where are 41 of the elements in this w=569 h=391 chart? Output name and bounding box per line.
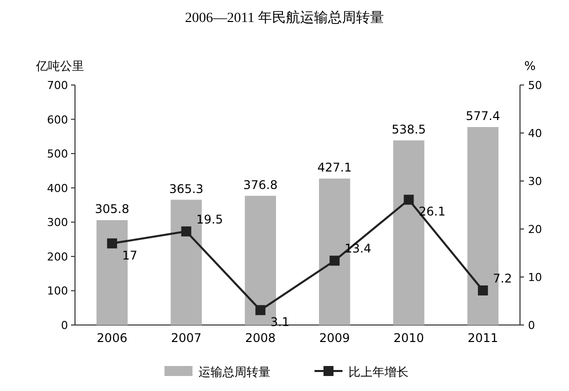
x-tick-label: 2009: [319, 331, 350, 345]
y-axis-title: 亿吨公里: [35, 59, 84, 73]
y-tick-label: 500: [47, 148, 68, 161]
point: [330, 256, 340, 266]
data-label: 19.5: [196, 212, 223, 226]
data-label: 26.1: [418, 204, 446, 219]
y2-tick-label: 50: [528, 79, 542, 92]
y-tick-label: 200: [47, 250, 68, 264]
data-label: 7.2: [492, 271, 512, 286]
data-label: 427.1: [317, 160, 352, 175]
x-tick-label: 2008: [245, 331, 276, 345]
chart-title: 2006—2011 年民航运输总周转量: [185, 10, 384, 26]
y2-tick-label: 20: [528, 223, 542, 236]
x-tick-label: 2006: [96, 331, 128, 345]
y-tick-label: 700: [47, 79, 68, 92]
legend-label: 比上年增长: [348, 365, 408, 379]
y2-tick-label: 40: [528, 127, 542, 140]
point: [181, 226, 192, 236]
y2-axis-title: %: [524, 59, 536, 73]
y-tick-label: 0: [61, 319, 68, 332]
y2-tick-label: 10: [528, 271, 542, 284]
point: [107, 238, 118, 248]
x-tick-label: 2007: [170, 331, 202, 345]
y-tick-label: 300: [47, 216, 68, 230]
point: [478, 285, 488, 296]
point: [255, 305, 266, 316]
legend-label: 运输总周转量: [198, 365, 270, 379]
x-tick-label: 2011: [468, 331, 498, 345]
y-tick-label: 400: [47, 182, 68, 195]
x-tick-label: 2010: [393, 331, 424, 345]
y-tick-label: 600: [47, 113, 68, 126]
data-label: 17: [122, 248, 138, 262]
data-label: 538.5: [392, 122, 426, 136]
y-tick-label: 100: [47, 284, 68, 298]
data-label: 365.3: [169, 182, 204, 196]
data-label: 376.8: [243, 178, 278, 192]
data-label: 577.4: [466, 109, 500, 124]
data-label: 305.8: [94, 202, 130, 216]
point: [404, 194, 414, 205]
y2-tick-label: 30: [528, 175, 542, 188]
y2-tick-label: 0: [528, 319, 535, 332]
